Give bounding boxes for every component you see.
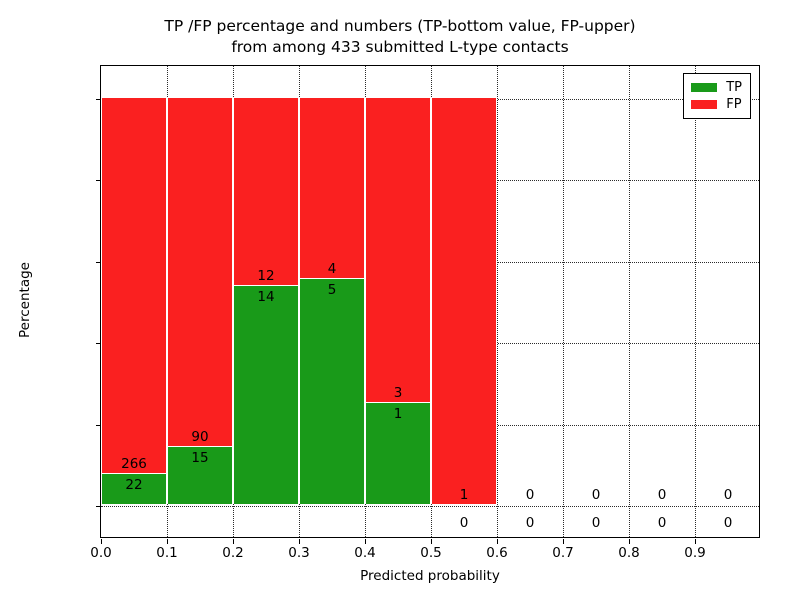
x-tick-label: 0.9 — [684, 545, 706, 561]
x-tick-label: 0.5 — [420, 545, 442, 561]
x-tick-label: 0.8 — [618, 545, 640, 561]
x-tick-mark — [431, 539, 432, 544]
bar-segment-tp[interactable] — [365, 402, 431, 505]
bar-value-label-tp: 0 — [591, 515, 601, 532]
x-tick-label: 0.1 — [156, 545, 178, 561]
legend-label-tp: TP — [726, 80, 742, 95]
x-tick-mark — [101, 539, 102, 544]
x-axis-label: Predicted probability — [360, 568, 500, 584]
bar-value-label-tp: 0 — [723, 515, 733, 532]
x-tick-mark — [629, 539, 630, 544]
bar-segment-fp[interactable] — [101, 96, 167, 474]
x-tick-mark — [167, 539, 168, 544]
gridline-vertical — [563, 66, 564, 537]
y-axis-label: Percentage — [17, 262, 33, 338]
bar-stack[interactable] — [101, 66, 167, 505]
bar-stack[interactable] — [695, 66, 759, 504]
plot-inner: 266 22 90 15 12 14 4 5 3 1 1 0 0 0 0 0 0 0 0 0 — [101, 66, 759, 537]
chart-legend: TP FP — [683, 73, 751, 119]
x-tick-mark — [497, 539, 498, 544]
legend-swatch-fp — [691, 100, 718, 109]
bar-stack[interactable] — [299, 66, 365, 505]
legend-label-fp: FP — [726, 97, 742, 112]
bar-value-label-tp: 0 — [657, 515, 667, 532]
bar-segment-fp[interactable] — [167, 96, 233, 447]
bar-segment-fp[interactable] — [431, 96, 497, 505]
legend-item-fp: FP — [691, 96, 742, 113]
x-tick-mark — [365, 539, 366, 544]
y-tick-mark — [96, 98, 101, 100]
x-tick-mark — [563, 539, 564, 544]
bar-stack[interactable] — [431, 66, 497, 505]
bar-stack[interactable] — [629, 66, 695, 504]
x-tick-label: 0.3 — [288, 545, 310, 561]
bar-stack[interactable] — [365, 66, 431, 505]
bar-stack[interactable] — [167, 66, 233, 505]
legend-item-tp: TP — [691, 79, 742, 96]
gridline-horizontal — [101, 506, 759, 508]
bar-segment-tp[interactable] — [167, 446, 233, 505]
bar-stack[interactable] — [563, 66, 629, 504]
x-tick-label: 0.0 — [90, 545, 112, 561]
x-tick-mark — [233, 539, 234, 544]
x-tick-mark — [299, 539, 300, 544]
x-tick-label: 0.4 — [354, 545, 376, 561]
y-tick-mark — [96, 261, 101, 263]
bar-segment-fp[interactable] — [299, 96, 365, 278]
y-tick-mark — [96, 506, 101, 508]
x-tick-mark — [695, 539, 696, 544]
x-tick-label: 0.7 — [552, 545, 574, 561]
bar-segment-tp[interactable] — [233, 285, 299, 505]
y-tick-mark — [96, 343, 101, 345]
bar-segment-fp[interactable] — [233, 96, 299, 286]
bar-stack[interactable] — [497, 66, 563, 504]
chart-title: TP /FP percentage and numbers (TP-bottom… — [164, 17, 636, 56]
bar-segment-tp[interactable] — [299, 277, 365, 505]
gridline-vertical — [629, 66, 630, 537]
bar-value-label-tp: 0 — [459, 515, 469, 532]
bar-value-label-tp: 0 — [525, 515, 535, 532]
legend-swatch-tp — [691, 83, 718, 92]
bar-segment-fp[interactable] — [365, 96, 431, 403]
y-tick-mark — [96, 424, 101, 426]
bar-segment-tp[interactable] — [101, 473, 167, 505]
gridline-vertical — [497, 66, 498, 537]
gridline-vertical — [695, 66, 696, 537]
y-tick-mark — [96, 180, 101, 182]
x-tick-label: 0.2 — [222, 545, 244, 561]
x-tick-label: 0.6 — [486, 545, 508, 561]
bar-stack[interactable] — [233, 66, 299, 505]
